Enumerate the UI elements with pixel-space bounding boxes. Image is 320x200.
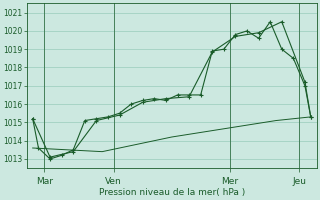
X-axis label: Pression niveau de la mer( hPa ): Pression niveau de la mer( hPa ) xyxy=(99,188,245,197)
